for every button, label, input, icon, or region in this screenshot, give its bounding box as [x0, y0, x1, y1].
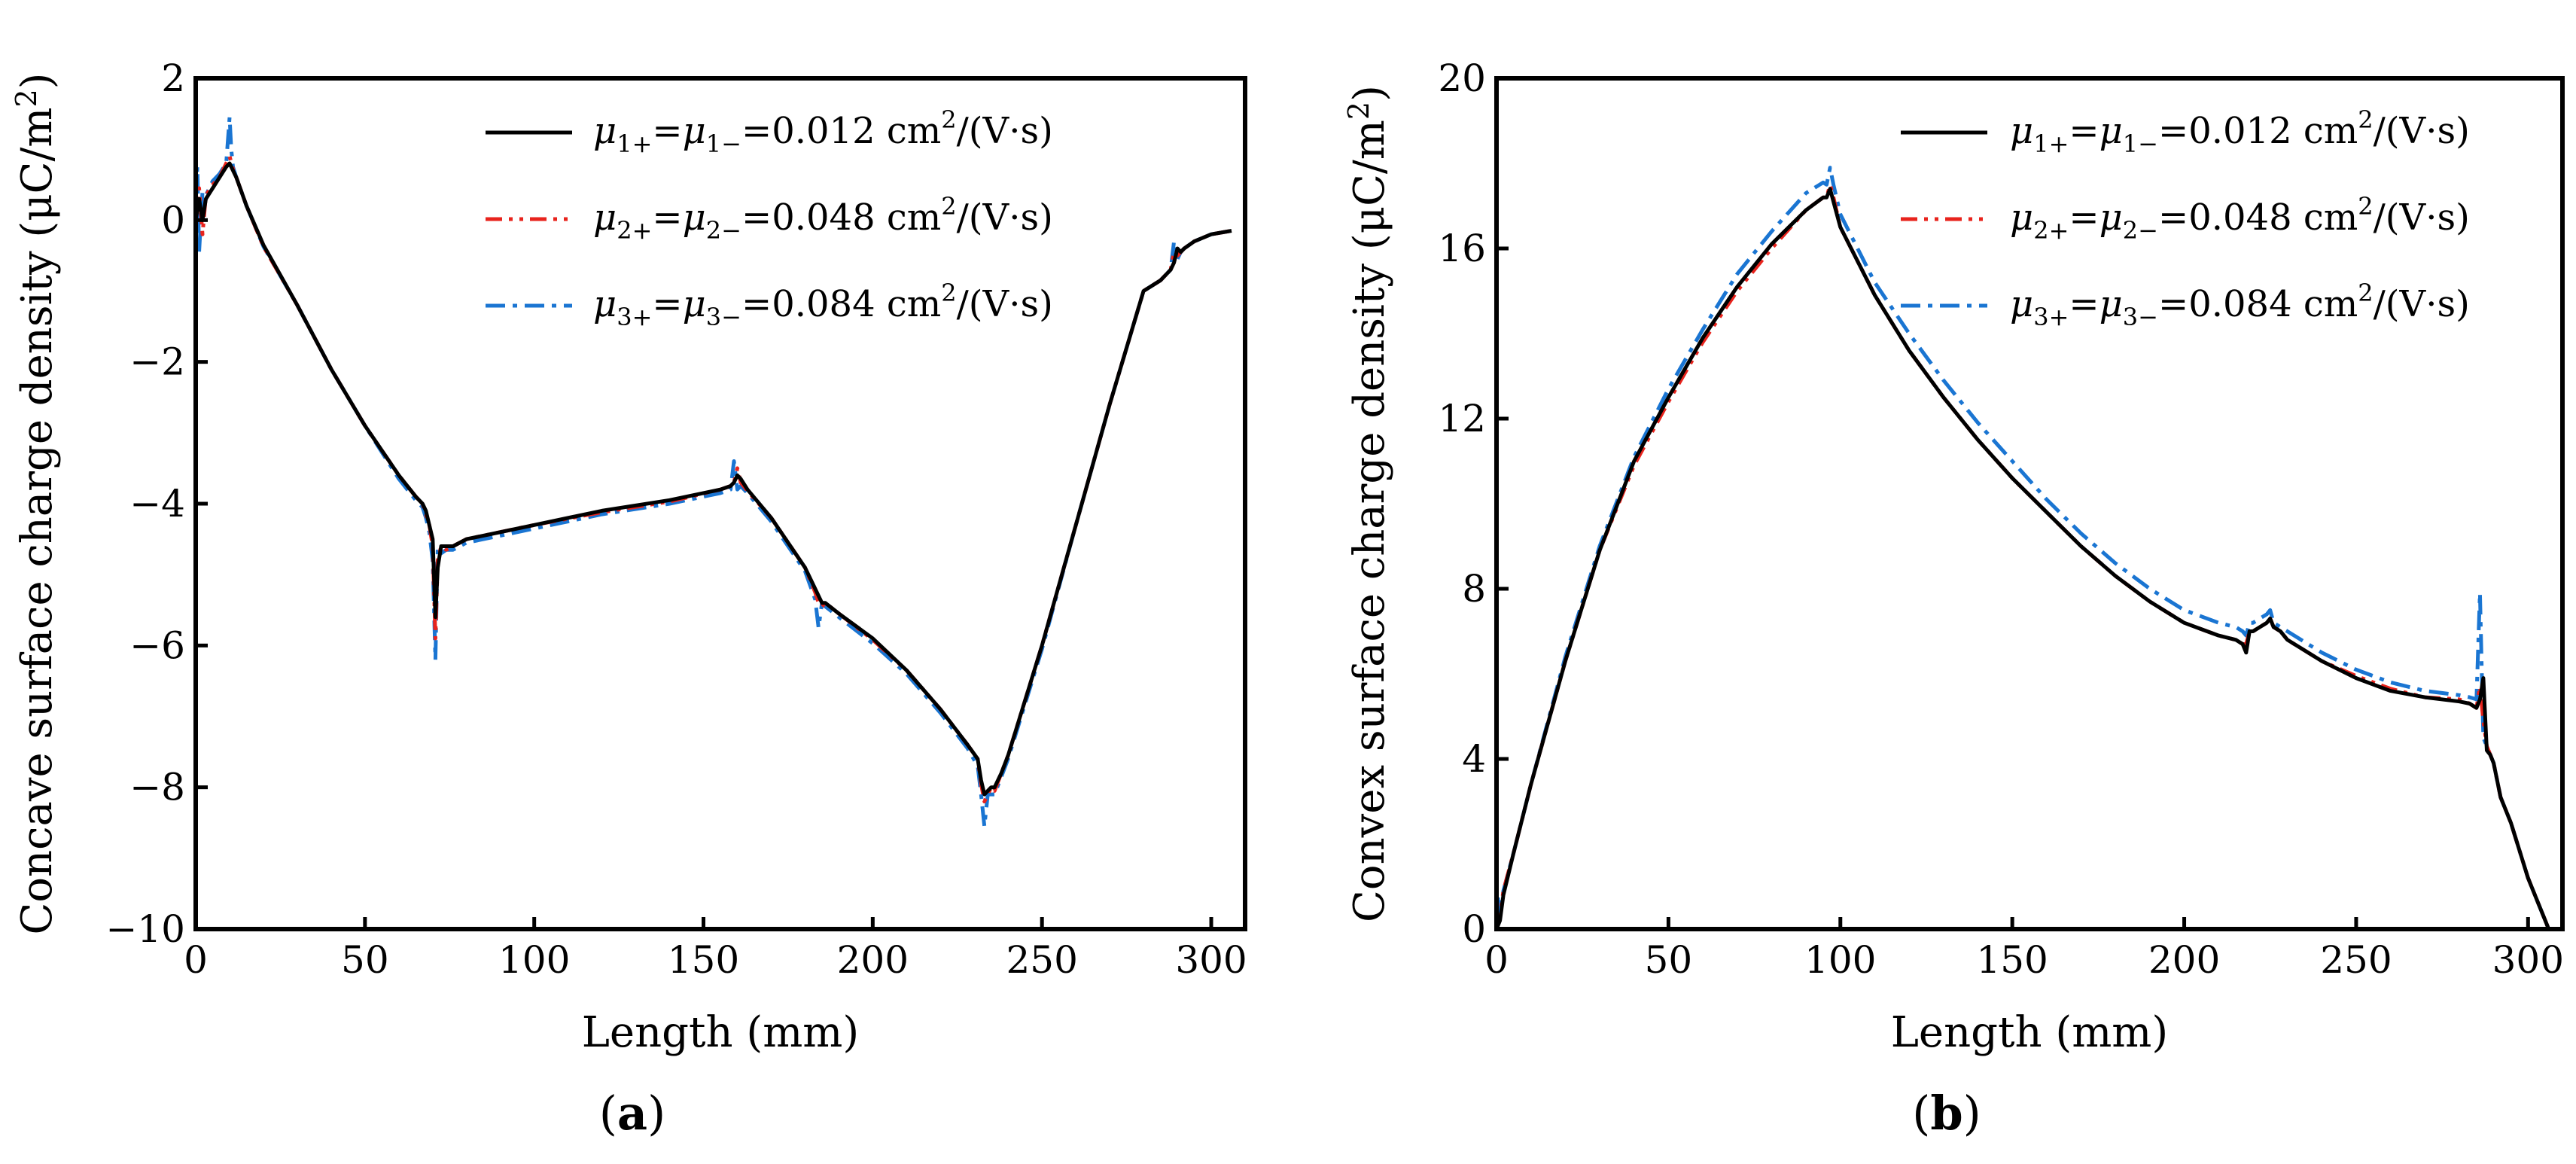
- panel-a-ytick-label: −6: [129, 623, 185, 667]
- panel-b-ytick-label: 0: [1462, 907, 1486, 951]
- panel-b-axes-frame: [1494, 76, 2565, 931]
- panel-b-xtick-label: 250: [2320, 938, 2392, 982]
- panel-b-series-line-1: [1494, 187, 2553, 931]
- panel-a-axes-frame: [193, 76, 1247, 931]
- panel-b-legend-label-1: μ1+=μ1−=0.012 cm2/(V·s): [2010, 105, 2470, 158]
- panel-a-xlabel: Length (mm): [582, 1008, 860, 1057]
- panel-b-ticks: 0 50 100 150 200 250 300 0 4 8 12 16 20: [1438, 56, 2564, 982]
- panel-a-ylabel: Concave surface charge density (μC/m2): [10, 72, 62, 934]
- panel-b-label: (b): [1912, 1086, 1981, 1141]
- panel-b-legend-label-2: μ2+=μ2−=0.048 cm2/(V·s): [2010, 192, 2470, 245]
- panel-a-ytick-label: −10: [105, 907, 185, 951]
- panel-a-xtick-label: 50: [341, 938, 389, 982]
- panel-b-ytick-label: 20: [1438, 56, 1486, 100]
- panel-a-series-line-2: [193, 154, 1232, 803]
- panel-b-series-line-2: [1494, 182, 2553, 931]
- panel-a-ytick-label: 2: [161, 56, 185, 100]
- panel-a-series: [193, 115, 1232, 828]
- panel-a-legend-label-3: μ3+=μ3−=0.084 cm2/(V·s): [593, 279, 1053, 331]
- panel-b-xtick-label: 0: [1484, 938, 1509, 982]
- panel-a-ticks: 0 50 100 150 200 250 300 −10 −8 −6 −4 −2 0 2: [105, 56, 1247, 982]
- panel-b-legend-label-3: μ3+=μ3−=0.084 cm2/(V·s): [2010, 279, 2470, 331]
- panel-b-ylabel-sup: 2: [1342, 102, 1375, 120]
- panel-a-xtick-label: 0: [184, 938, 208, 982]
- panel-b-series: [1494, 166, 2553, 931]
- panel-b-legend: μ1+=μ1−=0.012 cm2/(V·s) μ2+=μ2−=0.048 cm2…: [1901, 105, 2470, 331]
- panel-b-xtick-label: 100: [1804, 938, 1876, 982]
- panel-a-label: (a): [599, 1086, 666, 1141]
- panel-b-xtick-label: 150: [1976, 938, 2048, 982]
- panel-b-ytick-label: 12: [1438, 397, 1486, 440]
- panel-a-xtick-label: 150: [668, 938, 739, 982]
- panel-b-xtick-label: 300: [2492, 938, 2564, 982]
- panel-b-xtick-label: 50: [1645, 938, 1693, 982]
- panel-a-legend: μ1+=μ1−=0.012 cm2/(V·s) μ2+=μ2−=0.048 cm2…: [486, 105, 1053, 331]
- panel-a-legend-label-2: μ2+=μ2−=0.048 cm2/(V·s): [593, 192, 1053, 245]
- panel-a-ytick-label: −8: [129, 766, 185, 809]
- panel-a-ytick-label: −4: [129, 482, 185, 526]
- panel-b-ylabel-end: ): [1345, 85, 1394, 102]
- panel-a-ylabel-main: Concave surface charge density (μC/m: [13, 108, 62, 935]
- panel-b-ytick-label: 8: [1462, 567, 1486, 611]
- panel-a-xtick-label: 100: [498, 938, 570, 982]
- panel-a-xtick-label: 250: [1006, 938, 1077, 982]
- panel-b-ytick-label: 4: [1462, 737, 1486, 781]
- panel-b-xtick-label: 200: [2148, 938, 2220, 982]
- panel-a-legend-label-1: μ1+=μ1−=0.012 cm2/(V·s): [593, 105, 1053, 158]
- panel-a-ytick-label: 0: [161, 198, 185, 242]
- panel-b-series-line-3: [1494, 166, 2553, 931]
- panel-a-ylabel-sup: 2: [10, 89, 43, 107]
- panel-b-ylabel: Convex surface charge density (μC/m2): [1342, 85, 1394, 922]
- panel-a-xtick-label: 300: [1175, 938, 1247, 982]
- panel-b-ytick-label: 16: [1438, 227, 1486, 270]
- panel-a-ytick-label: −2: [129, 340, 185, 384]
- panel-b-xlabel: Length (mm): [1891, 1008, 2169, 1057]
- panel-a: 0 50 100 150 200 250 300 −10 −8 −6 −4 −2 0 2 μ1+=μ1−=…: [10, 56, 1247, 1141]
- panel-a-ylabel-end: ): [13, 72, 62, 89]
- panel-b: 0 50 100 150 200 250 300 0 4 8 12 16 20 μ1+=μ1−=0.01…: [1342, 56, 2565, 1141]
- panel-a-series-line-1: [193, 161, 1232, 797]
- panel-b-ylabel-main: Convex surface charge density (μC/m: [1345, 120, 1394, 922]
- panel-a-xtick-label: 200: [837, 938, 909, 982]
